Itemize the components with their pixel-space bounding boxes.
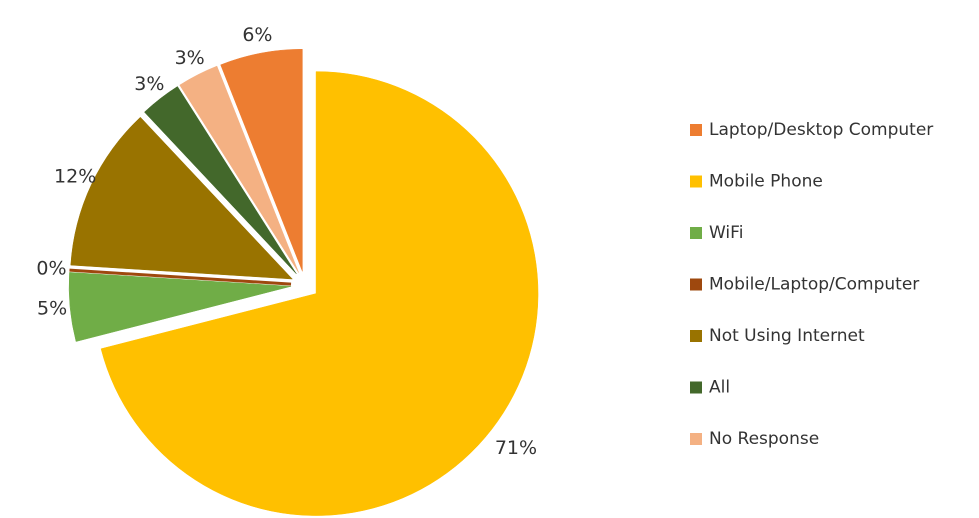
legend-swatch <box>690 227 702 239</box>
legend-label: No Response <box>709 429 819 449</box>
legend-swatch <box>690 278 702 291</box>
data-label: 5% <box>37 297 67 319</box>
pie-slice <box>100 71 539 516</box>
pie-slice <box>68 272 292 342</box>
data-label: 6% <box>242 24 272 46</box>
data-label: 0% <box>36 258 66 280</box>
pie-slice <box>144 86 297 275</box>
legend-swatch <box>690 330 702 342</box>
legend-label: All <box>709 378 730 398</box>
legend-label: Not Using Internet <box>709 326 865 346</box>
data-label: 71% <box>495 437 537 459</box>
data-label: 3% <box>134 73 164 95</box>
legend-label: Laptop/Desktop Computer <box>709 120 933 140</box>
pie-slice <box>70 116 293 280</box>
pie-slice <box>179 65 299 273</box>
legend-label: Mobile Phone <box>709 172 823 192</box>
legend-swatch <box>690 381 702 394</box>
legend-label: Mobile/Laptop/Computer <box>709 275 919 295</box>
data-label: 3% <box>175 47 205 69</box>
pie-slice <box>220 48 303 272</box>
legend-swatch <box>690 175 702 188</box>
legend-swatch <box>690 124 702 136</box>
legend-label: WiFi <box>709 223 743 243</box>
legend-swatch <box>690 433 702 445</box>
data-label: 12% <box>54 165 96 187</box>
